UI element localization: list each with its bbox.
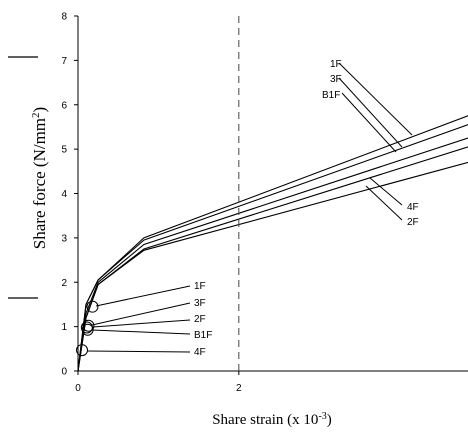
y-tick-label: 8 [61,12,67,23]
series-label-upper-4f: 4F [407,202,419,213]
leader-upper-2f [365,185,403,221]
series-label-lower-4f: 4F [194,347,206,358]
x-axis-title: Share strain (x 10-3) [212,411,332,428]
series-label-lower-b1f: B1F [194,330,212,341]
series-label-upper-3f: 3F [330,74,342,85]
series-label-lower-2f: 2F [194,314,206,325]
leader-upper-4f [369,177,403,206]
yield-marker-4f [76,344,89,357]
series-line-4f [77,146,468,372]
leader-lower-3f [91,302,191,326]
series-label-lower-1f: 1F [194,281,206,292]
y-tick-label: 0 [61,367,67,378]
leader-lower-b1f [91,329,191,335]
series-line-2f [77,161,468,372]
series-line-1f [77,115,468,372]
series-label-upper-2f: 2F [407,217,419,228]
x-tick-label: 2 [236,383,242,394]
series-line-3f [77,124,468,372]
y-tick-label: 7 [61,56,67,67]
y-tick-label: 4 [61,189,67,200]
y-axis-title: Share force (N/mm2) [30,107,49,249]
yield-marker-3f [82,319,95,332]
series-label-lower-3f: 3F [194,298,206,309]
leader-upper-1f [338,62,413,136]
series-label-upper-b1f: B1F [322,90,340,101]
leader-lower-1f [95,285,191,307]
y-tick-label: 2 [61,278,67,289]
y-tick-label: 1 [61,322,67,333]
axes: 0 1 2 3 4 5 6 7 8 0 2 [61,12,468,394]
leader-lower-4f [86,350,191,353]
y-tick-label: 6 [61,100,67,111]
series-label-upper-1f: 1F [330,59,342,70]
leader-lower-2f [92,319,191,328]
series-labels: 1F 3F B1F 4F 2F 1F 3F 2F B1F 4F [194,59,419,358]
series-lines [77,115,468,372]
leader-upper-3f [338,77,403,148]
x-tick-label: 0 [75,383,81,394]
yield-marker-1f [86,300,99,313]
leader-upper-b1f [341,92,397,153]
y-tick-label: 5 [61,145,67,156]
y-tick-label: 3 [61,233,67,244]
label-leaders [86,62,413,353]
yield-markers [76,300,99,357]
